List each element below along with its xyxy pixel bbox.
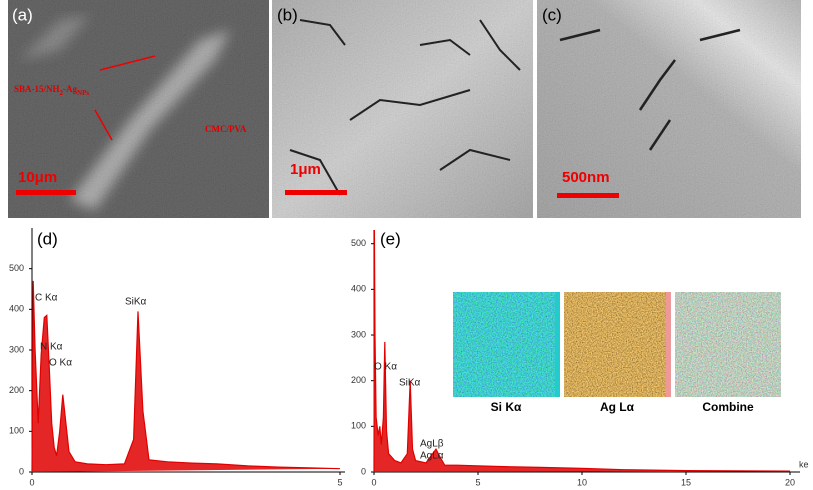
y-tick-label: 200 xyxy=(9,385,24,395)
map-label: Combine xyxy=(702,400,754,414)
annotation: CMC/PVA xyxy=(205,124,247,134)
x-tick-label: 15 xyxy=(681,477,691,487)
x-tick-label: 0 xyxy=(371,477,376,487)
peak-label: C Kα xyxy=(35,293,58,304)
y-tick-label: 100 xyxy=(351,421,366,431)
peak-label: O Kα xyxy=(374,362,397,373)
scale-bar-label: 10μm xyxy=(18,169,57,186)
sem-panel-c: (c) 500nm xyxy=(537,0,801,218)
peak-label: AgLβ xyxy=(420,439,444,450)
y-tick-label: 300 xyxy=(9,344,24,354)
scale-bar-label: 500nm xyxy=(562,169,610,186)
element-maps: Si Kα Ag Lα Combine xyxy=(453,292,781,414)
map-label: Si Kα xyxy=(491,400,522,414)
panel-label: (b) xyxy=(277,5,298,24)
spectrum xyxy=(31,280,341,473)
spectrum-chart: 0 100 200 300 400 500 0 5 (d) C Kα N Kα O Kα SiKα xyxy=(9,228,345,487)
y-tick-label: 300 xyxy=(351,329,366,339)
x-tick-label: 5 xyxy=(337,477,342,487)
y-tick-label: 200 xyxy=(351,375,366,385)
peak-label: O Kα xyxy=(49,358,72,369)
peak-label: SiKα xyxy=(125,297,147,308)
y-tick-label: 0 xyxy=(361,466,366,476)
peak-label: SiKα xyxy=(399,378,421,389)
y-tick-label: 400 xyxy=(9,304,24,314)
peak-label: N Kα xyxy=(40,342,63,353)
x-axis-label: ke xyxy=(799,459,809,469)
peak-label: AgLα xyxy=(420,451,444,462)
x-tick-label: 5 xyxy=(475,477,480,487)
y-tick-label: 0 xyxy=(19,466,24,476)
chart-title: (d) xyxy=(37,229,58,248)
y-tick-label: 400 xyxy=(351,284,366,294)
sem-panel-b: (b) 1μm xyxy=(272,0,533,218)
panel-label: (c) xyxy=(542,5,562,24)
y-tick-label: 100 xyxy=(9,426,24,436)
y-tick-label: 500 xyxy=(9,263,24,273)
annotation: SBA-15/NH2-AgNPs xyxy=(14,84,89,97)
y-tick-label: 500 xyxy=(351,238,366,248)
x-tick-label: 20 xyxy=(785,477,795,487)
scale-bar-label: 1μm xyxy=(290,161,321,178)
x-tick-label: 0 xyxy=(29,477,34,487)
x-tick-label: 10 xyxy=(577,477,587,487)
map-label: Ag Lα xyxy=(600,400,635,414)
chart-title: (e) xyxy=(380,229,401,248)
spectrum xyxy=(373,229,791,473)
panel-label: (a) xyxy=(12,5,33,24)
sem-panel-a: (a) 10μm SBA-15/NH2-AgNPs CMC/PVA xyxy=(8,0,269,218)
